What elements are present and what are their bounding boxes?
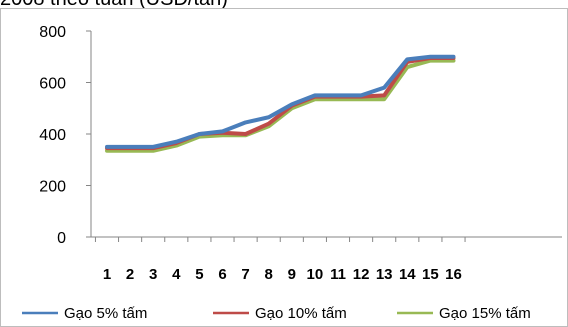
- x-tick-label-4: 5: [195, 266, 203, 283]
- y-tick-label-3: 600: [39, 76, 66, 93]
- y-tick-label-0: 0: [57, 230, 66, 247]
- x-tick-label-8: 9: [288, 266, 296, 283]
- x-tick-label-12: 13: [376, 266, 393, 283]
- x-tick-label-13: 14: [399, 266, 416, 283]
- y-tick-label-1: 200: [39, 179, 66, 196]
- y-tick-label-2: 400: [39, 127, 66, 144]
- legend-label-0: Gạo 5% tấm: [64, 305, 147, 322]
- x-tick-label-14: 15: [422, 266, 439, 283]
- x-tick-label-15: 16: [445, 266, 462, 283]
- series-lines: [107, 57, 454, 151]
- x-tick-label-9: 10: [307, 266, 324, 283]
- x-tick-label-0: 1: [103, 266, 111, 283]
- chart-border: [1, 9, 568, 327]
- x-tick-label-2: 3: [149, 266, 157, 283]
- x-tick-label-7: 8: [265, 266, 273, 283]
- legend-label-1: Gạo 10% tấm: [255, 305, 347, 322]
- series-line-1: [107, 58, 454, 148]
- x-tick-label-10: 11: [330, 266, 346, 283]
- x-tick-label-6: 7: [241, 266, 249, 283]
- x-tick-label-11: 12: [353, 266, 370, 283]
- y-tick-label-4: 800: [39, 24, 66, 41]
- legend-label-2: Gạo 15% tấm: [439, 305, 531, 322]
- series-line-2: [107, 61, 454, 151]
- x-tick-label-5: 6: [218, 266, 226, 283]
- x-tick-label-1: 2: [126, 266, 134, 283]
- x-tick-label-3: 4: [172, 266, 181, 283]
- legend: Gạo 5% tấm Gạo 10% tấm Gạo 15% tấm: [22, 305, 531, 322]
